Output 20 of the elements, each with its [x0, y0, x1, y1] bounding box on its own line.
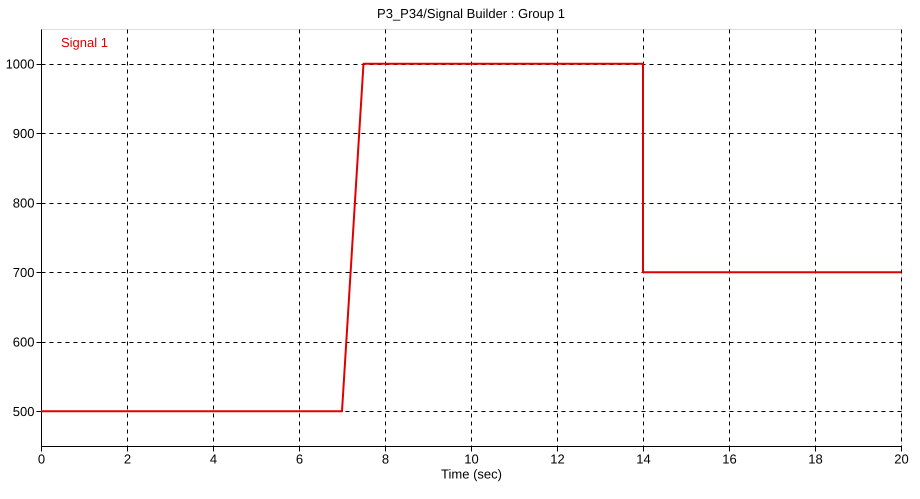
x-tick-label: 20 — [894, 452, 909, 466]
chart-title: P3_P34/Signal Builder : Group 1 — [377, 6, 565, 21]
text: Signal 1 — [61, 35, 108, 50]
x-axis-title: Time (sec) — [441, 466, 502, 482]
y-tick-label: 500 — [12, 404, 34, 419]
y-tick-label: 700 — [12, 264, 34, 280]
x-tick-label: 6 — [296, 452, 304, 466]
y-tick-label: 900 — [12, 126, 34, 141]
y-tick-label: 800 — [12, 195, 34, 210]
x-tick-label: 0 — [38, 452, 46, 466]
x-tick-label: 8 — [382, 452, 390, 466]
x-tick-label: 12 — [550, 452, 565, 466]
x-tick-label: 4 — [210, 452, 218, 466]
x-tick-label: 2 — [124, 452, 132, 466]
x-tick-label: 18 — [808, 452, 823, 466]
y-tick-label: 600 — [12, 334, 34, 350]
x-tick-label: 14 — [636, 452, 651, 466]
y-tick-label: 1000 — [6, 56, 34, 72]
x-tick-label: 16 — [722, 452, 737, 466]
x-tick-label: 10 — [464, 452, 479, 466]
